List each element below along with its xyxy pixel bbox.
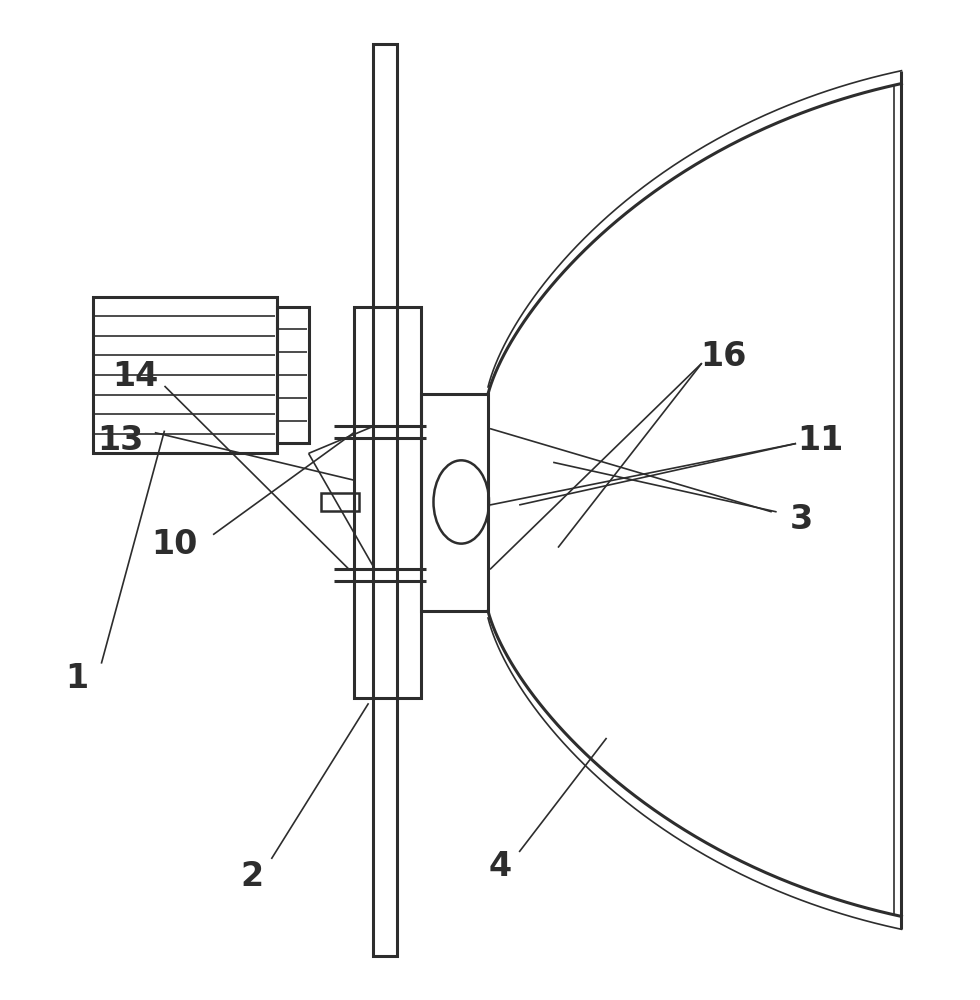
Bar (93, 297, 276, 453)
Bar (373, 44, 397, 956)
Text: 1: 1 (66, 662, 88, 695)
Text: 11: 11 (798, 424, 844, 457)
Text: 4: 4 (488, 850, 512, 883)
Bar (276, 307, 309, 443)
Text: 10: 10 (151, 528, 197, 561)
Text: 16: 16 (700, 340, 747, 373)
Text: 13: 13 (98, 424, 144, 457)
Bar (354, 307, 420, 698)
Text: 2: 2 (240, 860, 264, 893)
Text: 14: 14 (113, 360, 159, 393)
Text: 3: 3 (789, 503, 812, 536)
Bar (321, 493, 359, 511)
Bar (420, 394, 488, 611)
